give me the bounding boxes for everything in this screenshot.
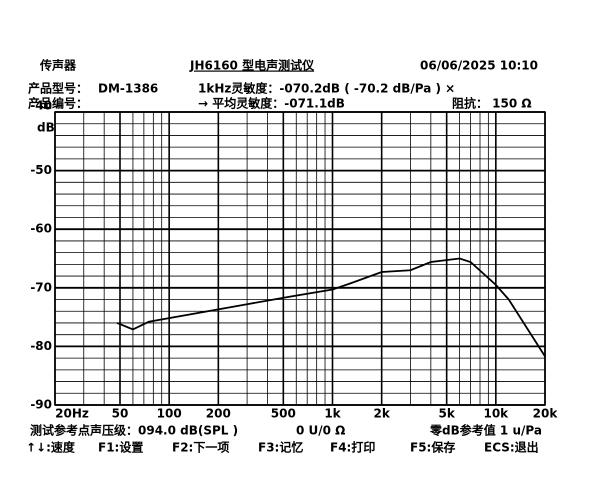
- model-label: 产品型号：: [28, 81, 88, 96]
- x-tick-label: 20Hz: [55, 407, 89, 421]
- x-tick-label: 200: [206, 407, 231, 421]
- avg-sensitivity: → 平均灵敏度：-071.1dB: [198, 96, 345, 111]
- serial-label: 产品编号：: [28, 96, 88, 111]
- response-curve: [116, 257, 546, 357]
- y-tick-label: -60: [30, 222, 52, 236]
- function-key: F2:下一项: [172, 441, 229, 455]
- y-tick-label: -80: [30, 339, 52, 353]
- ref: 零dB参考值 1 u/Pa: [429, 423, 542, 438]
- x-tick-label: 5k: [438, 407, 455, 421]
- y-tick-label: -50: [30, 163, 52, 177]
- y-tick-label: -40: [30, 99, 52, 113]
- datetime: 06/06/2025 10:10: [420, 59, 538, 73]
- device: 传声器: [39, 58, 77, 73]
- x-tick-label: 20k: [533, 407, 559, 421]
- title: JH6160 型电声测试仪: [189, 58, 315, 73]
- function-key: F4:打印: [330, 440, 375, 455]
- x-tick-label: 500: [271, 407, 296, 421]
- x-tick-label: 100: [157, 407, 182, 421]
- model: DM-1386: [98, 82, 158, 96]
- function-key: ECS:退出: [484, 440, 539, 455]
- uv: 0 U/0 Ω: [296, 424, 345, 438]
- x-tick-label: 10k: [483, 407, 509, 421]
- y-tick-label: -70: [30, 280, 52, 294]
- x-tick-label: 1k: [324, 407, 341, 421]
- plot-frame: [54, 111, 546, 406]
- impedance: 阻抗： 150 Ω: [452, 96, 532, 111]
- function-key: ↑↓:速度: [26, 440, 76, 455]
- function-key: F5:保存: [410, 440, 455, 455]
- x-tick-label: 2k: [373, 407, 390, 421]
- function-key: F3:记忆: [258, 440, 303, 455]
- y-axis-label: dB: [37, 121, 55, 135]
- function-key: F1:设置: [98, 440, 143, 455]
- x-tick-label: 50: [112, 407, 129, 421]
- sensitivity: 1kHz灵敏度：-070.2dB ( -70.2 dB/Pa ) ×: [198, 81, 455, 96]
- y-tick-label: -90: [30, 398, 52, 412]
- spl: 测试参考点声压级：094.0 dB(SPL ): [30, 423, 238, 438]
